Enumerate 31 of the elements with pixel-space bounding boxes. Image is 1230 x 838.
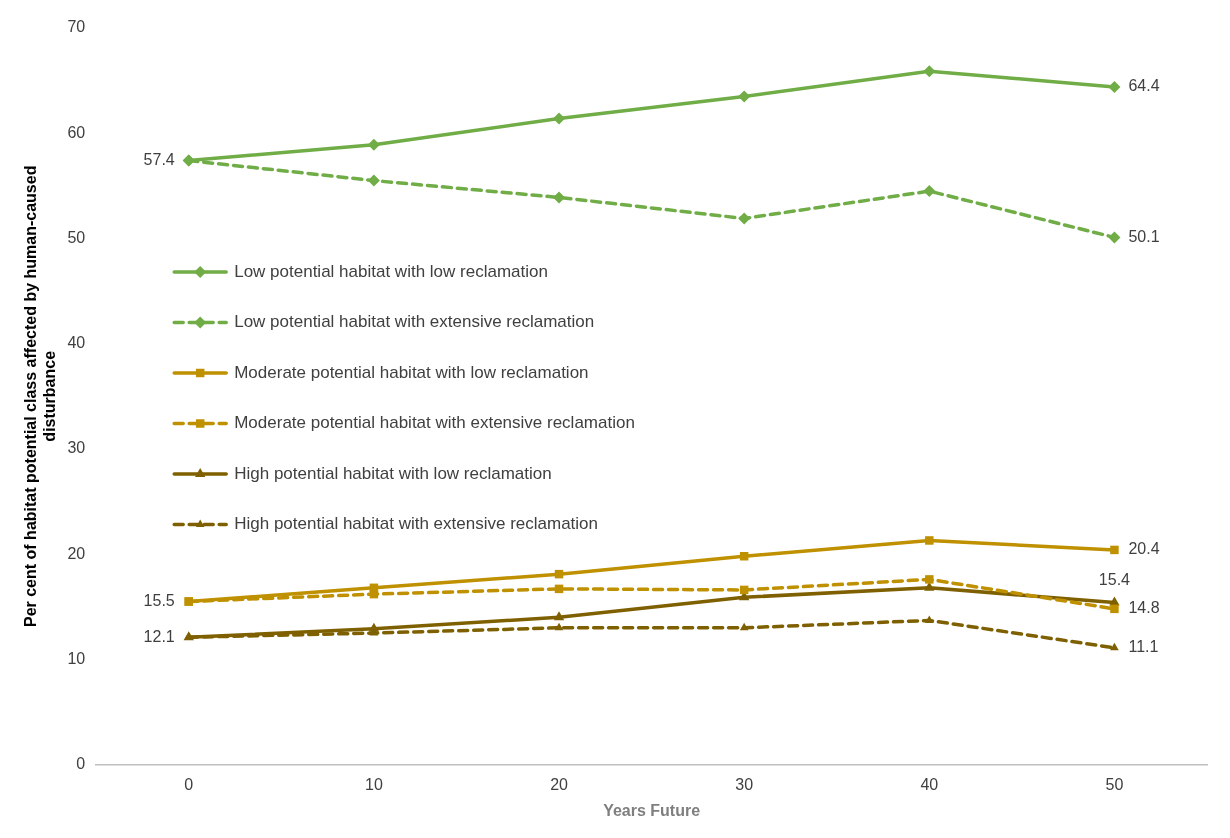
x-axis-title: Years Future xyxy=(603,801,701,819)
legend-label: Moderate potential habitat with low reclamation xyxy=(234,362,589,382)
x-tick-label: 10 xyxy=(365,775,383,793)
legend-label: Low potential habitat with low reclamation xyxy=(234,261,548,281)
data-label: 50.1 xyxy=(1128,227,1160,245)
y-axis-title: Per cent of habitat potential class affected by human-caused disturbance xyxy=(22,165,59,628)
x-tick-label: 30 xyxy=(735,775,754,793)
data-label: 15.4 xyxy=(1098,570,1131,588)
y-tick-label: 10 xyxy=(67,649,86,667)
x-tick-label: 0 xyxy=(184,775,194,793)
legend-label: High potential habitat with extensive reclamation xyxy=(234,514,599,534)
x-tick-label: 40 xyxy=(920,775,939,793)
x-tick-label: 20 xyxy=(550,775,569,793)
data-label: 15.5 xyxy=(143,591,175,609)
y-tick-label: 20 xyxy=(67,544,86,562)
legend-label: Moderate potential habitat with extensive reclamation xyxy=(234,413,635,433)
legend-label: High potential habitat with low reclamation xyxy=(234,463,552,483)
data-label: 64.4 xyxy=(1128,77,1160,95)
data-label: 20.4 xyxy=(1128,540,1160,558)
data-label: 14.8 xyxy=(1128,599,1160,617)
legend-label: Low potential habitat with extensive reclamation xyxy=(234,312,595,332)
data-label: 11.1 xyxy=(1128,638,1159,656)
x-tick-label: 50 xyxy=(1105,775,1124,793)
y-tick-label: 60 xyxy=(67,123,86,141)
y-tick-label: 30 xyxy=(67,439,86,457)
y-tick-label: 70 xyxy=(67,18,86,36)
y-tick-label: 50 xyxy=(67,228,86,246)
y-tick-label: 0 xyxy=(76,755,86,773)
data-label: 57.4 xyxy=(143,150,175,168)
data-label: 12.1 xyxy=(143,627,175,645)
y-tick-label: 40 xyxy=(67,334,86,352)
